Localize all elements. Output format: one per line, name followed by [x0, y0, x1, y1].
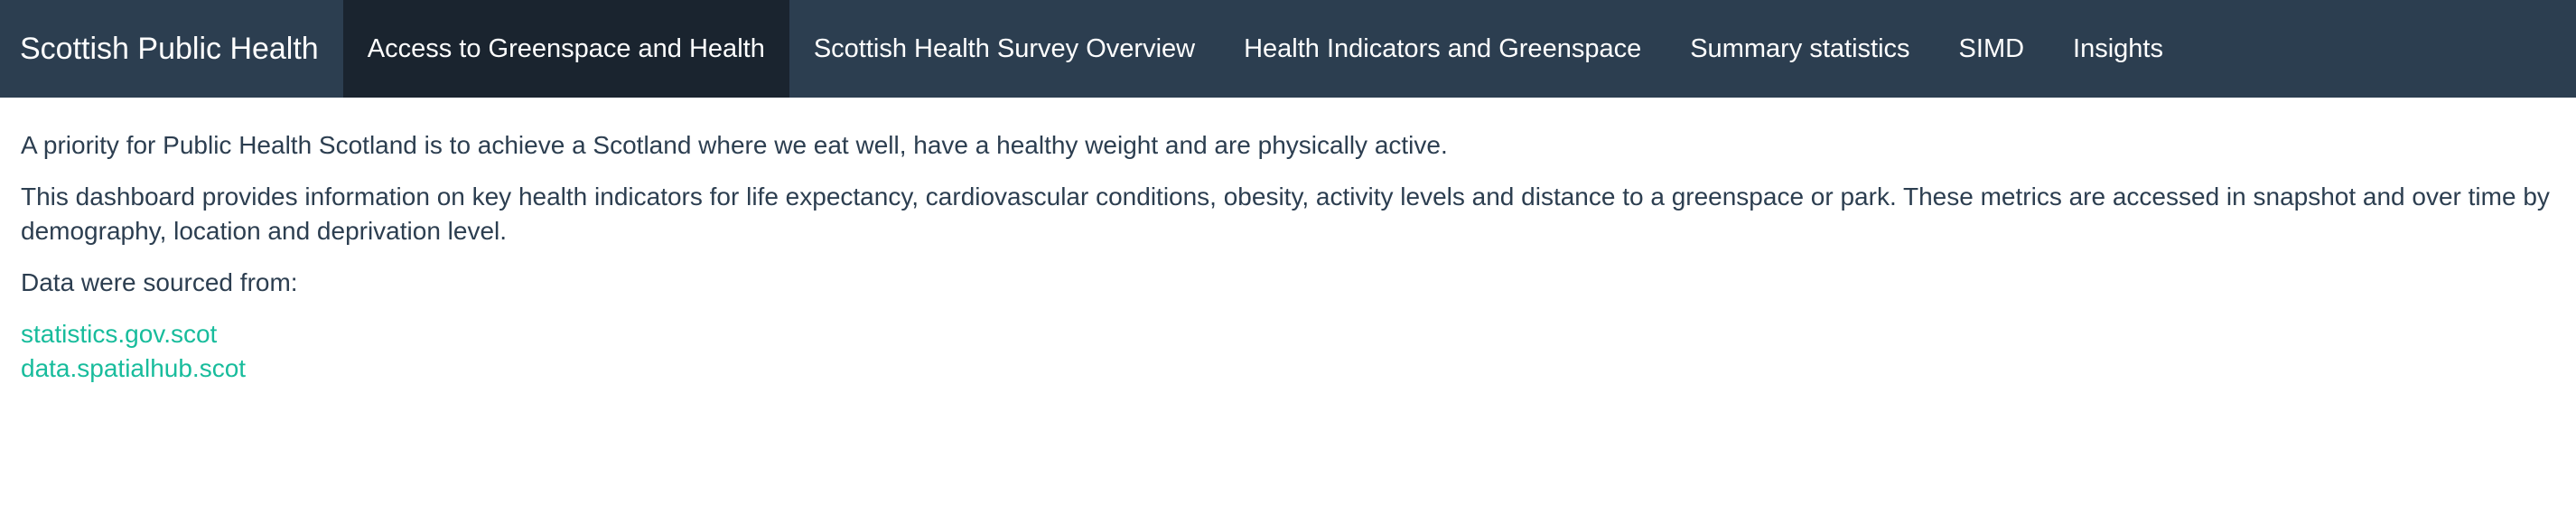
tab-simd[interactable]: SIMD	[1958, 33, 2025, 63]
link-statistics-gov-scot[interactable]: statistics.gov.scot	[21, 320, 218, 348]
tab-access-to-greenspace[interactable]: Access to Greenspace and Health	[342, 0, 789, 98]
tab-insights[interactable]: Insights	[2073, 33, 2163, 63]
tab-summary-statistics[interactable]: Summary statistics	[1690, 33, 1910, 63]
tab-health-survey-overview[interactable]: Scottish Health Survey Overview	[813, 33, 1196, 63]
top-navbar: Scottish Public Health Access to Greensp…	[0, 0, 2576, 98]
main-content: A priority for Public Health Scotland is…	[21, 128, 2550, 386]
intro-paragraph: A priority for Public Health Scotland is…	[21, 131, 1448, 159]
nav-tabs: Access to Greenspace and Health Scottish…	[342, 0, 2188, 98]
brand-title[interactable]: Scottish Public Health	[20, 31, 319, 66]
sources-intro: Data were sourced from:	[21, 268, 298, 296]
tab-health-indicators[interactable]: Health Indicators and Greenspace	[1244, 33, 1642, 63]
description-paragraph: This dashboard provides information on k…	[21, 183, 2550, 245]
link-data-spatialhub-scot[interactable]: data.spatialhub.scot	[21, 354, 247, 382]
